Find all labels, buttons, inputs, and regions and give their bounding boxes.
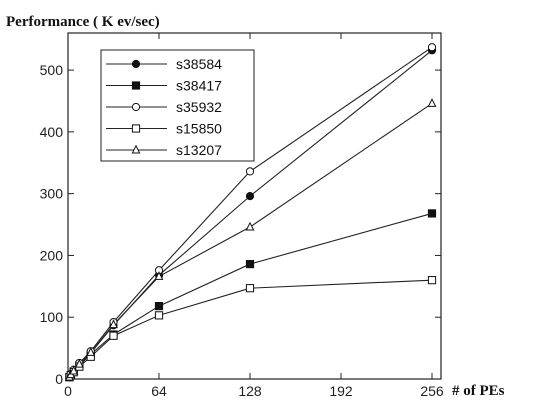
- axis-ticks: 0 64 128 192 256 0 100 200 300 400 500: [40, 33, 444, 399]
- legend-marker-s38584: [131, 59, 141, 69]
- plot-frame: [67, 32, 442, 380]
- y-tick-label: 100: [40, 309, 64, 325]
- data-point-s13207: [245, 221, 255, 231]
- legend-label-s38417: s38417: [176, 78, 222, 94]
- legend-marker-s13207: [131, 144, 141, 154]
- legend-label-s38584: s38584: [176, 56, 222, 72]
- legend-box: [100, 49, 255, 162]
- data-point-s15850: [109, 331, 118, 340]
- data-point-s38417: [154, 301, 164, 311]
- x-tick-label: 64: [151, 383, 167, 399]
- data-point-s38417: [245, 259, 255, 269]
- legend-label-s35932: s35932: [176, 99, 222, 115]
- y-tick-label: 400: [40, 124, 64, 140]
- legend-marker-s15850: [131, 124, 141, 133]
- series-line-s38417: [68, 212, 433, 378]
- data-point-s13207: [86, 347, 96, 356]
- data-point-s35932: [245, 167, 255, 176]
- legend-marker-s35932: [131, 102, 141, 112]
- data-point-s13207: [109, 319, 118, 329]
- legend-label-s13207: s13207: [176, 142, 222, 158]
- y-tick-label: 300: [40, 186, 64, 202]
- y-axis-title: Performance ( K ev/sec): [6, 14, 160, 30]
- data-point-s13207: [427, 98, 437, 107]
- data-point-s13207: [74, 358, 84, 368]
- x-tick-label: 192: [329, 383, 353, 399]
- legend-label-s15850: s15850: [176, 121, 222, 137]
- y-tick-label: 0: [55, 371, 63, 387]
- legend: s38584 s38417 s35932 s15850 s13207: [100, 49, 255, 162]
- data-point-s13207: [154, 271, 164, 280]
- y-tick-label: 500: [40, 62, 64, 78]
- data-point-s38417: [427, 209, 437, 218]
- data-point-s15850: [245, 284, 255, 293]
- data-point-s38584: [245, 192, 255, 201]
- data-point-s15850: [154, 311, 164, 320]
- legend-marker-s38417: [131, 81, 141, 90]
- data-point-s15850: [427, 276, 437, 285]
- x-tick-label: 256: [420, 383, 444, 399]
- y-tick-label: 200: [40, 247, 64, 263]
- x-axis-title: # of PEs: [452, 383, 505, 399]
- data-point-s13207: [69, 365, 79, 375]
- data-point-s35932: [427, 43, 437, 52]
- x-tick-label: 128: [238, 383, 262, 399]
- x-tick-label: 0: [64, 383, 72, 399]
- series-markers: [65, 43, 437, 382]
